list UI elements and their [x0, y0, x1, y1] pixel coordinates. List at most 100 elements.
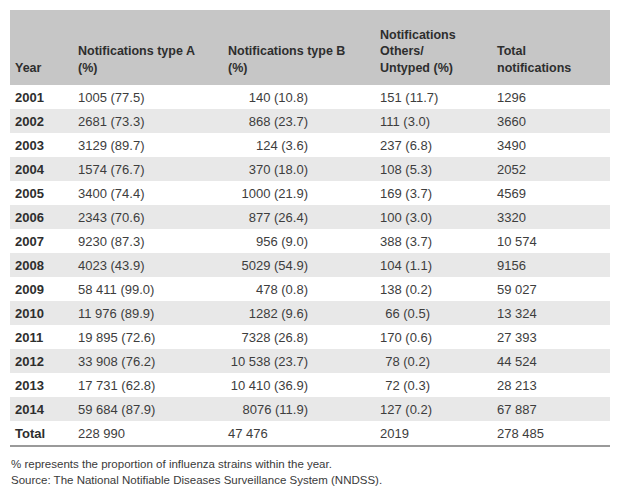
- cell-others-untyped: 169 (3.7): [380, 181, 497, 205]
- cell-type-a: 3400 (74.4): [78, 181, 228, 205]
- cell-total-notifications: 3320: [497, 205, 610, 229]
- table-header: Year Notifications type A (%) Notificati…: [10, 10, 610, 85]
- cell-type-b: 478 (0.8): [228, 277, 380, 301]
- table-row: 2004 1574 (76.7) 370 (18.0) 108 (5.3) 20…: [10, 157, 610, 181]
- cell-type-b: 7328 (26.8): [228, 325, 380, 349]
- cell-year: 2008: [10, 253, 78, 277]
- column-header-total-notifications: Total notifications: [497, 10, 610, 85]
- table-row: 2005 3400 (74.4) 1000 (21.9) 169 (3.7) 4…: [10, 181, 610, 205]
- cell-type-b: 5029 (54.9): [228, 253, 380, 277]
- cell-others-untyped: 127 (0.2): [380, 397, 497, 421]
- cell-others-untyped: 138 (0.2): [380, 277, 497, 301]
- cell-year: 2010: [10, 301, 78, 325]
- cell-type-a: 58 411 (99.0): [78, 277, 228, 301]
- cell-year: 2014: [10, 397, 78, 421]
- page: Year Notifications type A (%) Notificati…: [0, 0, 620, 489]
- cell-type-a: 1574 (76.7): [78, 157, 228, 181]
- cell-type-a: 19 895 (72.6): [78, 325, 228, 349]
- cell-type-a: 1005 (77.5): [78, 85, 228, 109]
- cell-type-a: 3129 (89.7): [78, 133, 228, 157]
- cell-total-notifications: 3660: [497, 109, 610, 133]
- cell-year: 2007: [10, 229, 78, 253]
- cell-total-notifications: 67 887: [497, 397, 610, 421]
- cell-others-untyped: 104 (1.1): [380, 253, 497, 277]
- header-row: Year Notifications type A (%) Notificati…: [10, 10, 610, 85]
- cell-type-b: 877 (26.4): [228, 205, 380, 229]
- cell-others-untyped: 78 (0.2): [380, 349, 497, 373]
- cell-type-b: 370 (18.0): [228, 157, 380, 181]
- table-row: 2010 11 976 (89.9) 1282 (9.6) 66 (0.5) 1…: [10, 301, 610, 325]
- cell-total-notifications: 4569: [497, 181, 610, 205]
- cell-type-a: 2681 (73.3): [78, 109, 228, 133]
- table-row: 2009 58 411 (99.0) 478 (0.8) 138 (0.2) 5…: [10, 277, 610, 301]
- table-row: 2002 2681 (73.3) 868 (23.7) 111 (3.0) 36…: [10, 109, 610, 133]
- table-row: 2012 33 908 (76.2) 10 538 (23.7) 78 (0.2…: [10, 349, 610, 373]
- cell-total-notifications: 44 524: [497, 349, 610, 373]
- cell-year: 2006: [10, 205, 78, 229]
- table-body: 2001 1005 (77.5) 140 (10.8) 151 (11.7) 1…: [10, 85, 610, 446]
- table-row: 2014 59 684 (87.9) 8076 (11.9) 127 (0.2)…: [10, 397, 610, 421]
- cell-type-b: 8076 (11.9): [228, 397, 380, 421]
- notifications-table: Year Notifications type A (%) Notificati…: [10, 10, 610, 447]
- column-header-year: Year: [10, 10, 78, 85]
- cell-year: 2005: [10, 181, 78, 205]
- cell-others-untyped: 151 (11.7): [380, 85, 497, 109]
- cell-others-untyped: 100 (3.0): [380, 205, 497, 229]
- cell-type-b: 124 (3.6): [228, 133, 380, 157]
- cell-type-b: 868 (23.7): [228, 109, 380, 133]
- table-footnotes: % represents the proportion of influenza…: [11, 456, 610, 489]
- cell-year: 2003: [10, 133, 78, 157]
- cell-others-untyped: 237 (6.8): [380, 133, 497, 157]
- table-row: 2013 17 731 (62.8) 10 410 (36.9) 72 (0.3…: [10, 373, 610, 397]
- cell-total-notifications: 9156: [497, 253, 610, 277]
- cell-type-b: 140 (10.8): [228, 85, 380, 109]
- cell-others-untyped: 66 (0.5): [380, 301, 497, 325]
- cell-year: Total: [10, 421, 78, 446]
- cell-total-notifications: 3490: [497, 133, 610, 157]
- footnote-source: Source: The National Notifiable Diseases…: [11, 472, 610, 488]
- cell-total-notifications: 10 574: [497, 229, 610, 253]
- cell-type-a: 2343 (70.6): [78, 205, 228, 229]
- column-header-others-untyped: Notifications Others/ Untyped (%): [380, 10, 497, 85]
- table-row: 2007 9230 (87.3) 956 (9.0) 388 (3.7) 10 …: [10, 229, 610, 253]
- cell-type-a: 228 990: [78, 421, 228, 446]
- cell-type-b: 1282 (9.6): [228, 301, 380, 325]
- cell-total-notifications: 2052: [497, 157, 610, 181]
- cell-others-untyped: 170 (0.6): [380, 325, 497, 349]
- cell-year: 2002: [10, 109, 78, 133]
- cell-type-a: 4023 (43.9): [78, 253, 228, 277]
- cell-year: 2011: [10, 325, 78, 349]
- cell-type-b: 10 538 (23.7): [228, 349, 380, 373]
- cell-type-a: 9230 (87.3): [78, 229, 228, 253]
- cell-type-b: 1000 (21.9): [228, 181, 380, 205]
- table-row: 2001 1005 (77.5) 140 (10.8) 151 (11.7) 1…: [10, 85, 610, 109]
- cell-type-a: 33 908 (76.2): [78, 349, 228, 373]
- footnote-percent-definition: % represents the proportion of influenza…: [11, 456, 610, 472]
- cell-year: 2004: [10, 157, 78, 181]
- cell-total-notifications: 27 393: [497, 325, 610, 349]
- cell-total-notifications: 28 213: [497, 373, 610, 397]
- column-header-type-b: Notifications type B (%): [228, 10, 380, 85]
- cell-type-a: 17 731 (62.8): [78, 373, 228, 397]
- cell-year: 2013: [10, 373, 78, 397]
- cell-total-notifications: 1296: [497, 85, 610, 109]
- cell-others-untyped: 388 (3.7): [380, 229, 497, 253]
- table-row: 2011 19 895 (72.6) 7328 (26.8) 170 (0.6)…: [10, 325, 610, 349]
- column-header-type-a: Notifications type A (%): [78, 10, 228, 85]
- cell-others-untyped: 2019: [380, 421, 497, 446]
- cell-total-notifications: 13 324: [497, 301, 610, 325]
- cell-total-notifications: 59 027: [497, 277, 610, 301]
- cell-type-a: 11 976 (89.9): [78, 301, 228, 325]
- cell-year: 2009: [10, 277, 78, 301]
- cell-type-b: 47 476: [228, 421, 380, 446]
- cell-others-untyped: 108 (5.3): [380, 157, 497, 181]
- cell-others-untyped: 111 (3.0): [380, 109, 497, 133]
- cell-year: 2012: [10, 349, 78, 373]
- cell-year: 2001: [10, 85, 78, 109]
- cell-type-b: 10 410 (36.9): [228, 373, 380, 397]
- table-row: 2008 4023 (43.9) 5029 (54.9) 104 (1.1) 9…: [10, 253, 610, 277]
- table-row: 2006 2343 (70.6) 877 (26.4) 100 (3.0) 33…: [10, 205, 610, 229]
- cell-total-notifications: 278 485: [497, 421, 610, 446]
- cell-others-untyped: 72 (0.3): [380, 373, 497, 397]
- table-row: 2003 3129 (89.7) 124 (3.6) 237 (6.8) 349…: [10, 133, 610, 157]
